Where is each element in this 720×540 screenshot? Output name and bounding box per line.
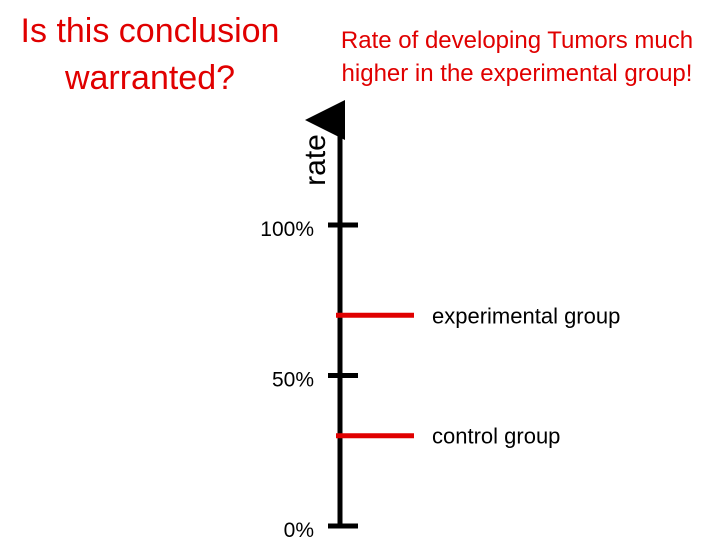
y-axis: rate 0% 50% 100% — [260, 100, 358, 540]
series-label: experimental group — [432, 303, 620, 328]
y-tick-label: 0% — [284, 519, 314, 540]
question-title: Is this conclusion warranted? — [4, 8, 296, 102]
y-tick-label: 100% — [260, 218, 314, 241]
y-axis-label: rate — [299, 134, 332, 186]
question-line-1: Is this conclusion — [20, 12, 280, 50]
series-label: control group — [432, 424, 560, 449]
question-line-2: warranted? — [64, 59, 236, 97]
claim-line-1: Rate of developing Tumors much — [340, 27, 694, 54]
claim-line-2: higher in the experimental group! — [341, 60, 693, 87]
claim-text: Rate of developing Tumors much higher in… — [318, 24, 716, 90]
y-tick-label: 50% — [272, 369, 314, 392]
series-markers: experimental group control group — [336, 303, 620, 449]
